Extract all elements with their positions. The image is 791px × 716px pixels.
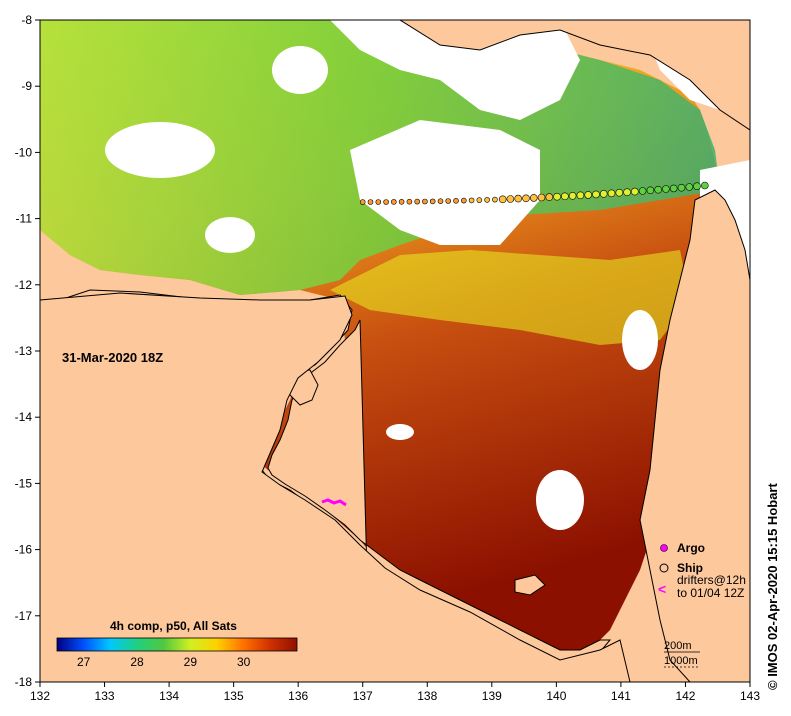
y-tick-label: -10 — [15, 145, 33, 159]
ship-track-point — [422, 198, 428, 205]
ship-track-point — [537, 193, 546, 202]
x-tick-label: 136 — [288, 689, 308, 703]
y-tick-label: -18 — [15, 675, 33, 689]
y-tick-label: -13 — [15, 344, 33, 358]
ship-track-point — [553, 192, 561, 201]
ship-track — [359, 181, 709, 205]
transition-band — [330, 250, 690, 345]
ship-track-point — [638, 187, 647, 195]
drifter-track — [321, 498, 347, 507]
ship-track-point — [460, 197, 467, 204]
ship-track-point — [599, 190, 608, 198]
colorbar-tick-label: 29 — [184, 655, 198, 669]
ship-track-point — [514, 194, 523, 203]
y-tick-label: -12 — [15, 278, 33, 292]
argo-label: Argo — [677, 541, 705, 555]
y-tick-label: -16 — [15, 543, 33, 557]
drifters-line2: to 01/04 12Z — [677, 586, 744, 600]
colorbar-ticks: 27 28 29 30 — [77, 655, 251, 669]
ship-track-point — [677, 183, 686, 192]
ship-track-point — [576, 191, 585, 200]
colorbar-tick-label: 27 — [77, 655, 91, 669]
date-label: 31-Mar-2020 18Z — [62, 350, 163, 365]
x-tick-label: 143 — [740, 689, 760, 703]
ship-track-point — [453, 198, 459, 204]
ship-track-point — [568, 192, 577, 200]
y-tick-label: -14 — [15, 410, 33, 424]
ship-track-point — [398, 199, 405, 205]
ship-track-point — [445, 198, 452, 204]
drifters-line1: drifters@12h — [677, 573, 746, 587]
drifter-marker: < — [658, 581, 666, 597]
ship-track-point — [615, 188, 624, 197]
ship-track-point — [561, 192, 569, 201]
ship-track-point — [592, 190, 600, 199]
ship-track-point — [429, 198, 436, 205]
isobath-1000-label: 1000m — [664, 655, 698, 667]
isobath-200-label: 200m — [664, 640, 692, 652]
ship-track-point — [669, 184, 678, 193]
y-tick-label: -9 — [21, 79, 32, 93]
colorbar-tick-label: 28 — [130, 655, 144, 669]
ship-track-point — [529, 194, 538, 202]
ship-track-point — [506, 195, 515, 203]
ship-track-point — [607, 189, 616, 198]
ship-track-point — [584, 191, 593, 199]
colorbar-tick-label: 30 — [237, 655, 251, 669]
ship-track-point — [383, 199, 389, 205]
y-axis: -8 -9 -10 -11 -12 -13 -14 -15 -16 -17 -18 — [15, 13, 40, 689]
y-tick-label: -15 — [15, 476, 33, 490]
x-tick-label: 135 — [224, 689, 244, 703]
colorbar — [56, 637, 298, 652]
credit-label: © IMOS 02-Apr-2020 15:15 Hobart — [765, 483, 780, 690]
x-tick-label: 133 — [95, 689, 115, 703]
ship-track-point — [484, 197, 490, 203]
x-tick-label: 138 — [417, 689, 437, 703]
colorbar-title: 4h comp, p50, All Sats — [110, 619, 237, 633]
ship-label: Ship — [677, 561, 703, 575]
x-tick-label: 137 — [353, 689, 373, 703]
x-tick-label: 139 — [482, 689, 502, 703]
ship-track-point — [359, 199, 366, 205]
ship-track-point — [623, 188, 631, 196]
ship-track-point — [437, 198, 444, 204]
ship-track-point — [492, 196, 498, 203]
x-tick-label: 141 — [611, 689, 631, 703]
ship-track-point — [685, 183, 694, 191]
ship-track-point — [390, 199, 397, 205]
y-tick-label: -11 — [16, 212, 33, 226]
ship-track-point — [700, 181, 709, 190]
ship-track-point — [693, 182, 701, 190]
ship-track-point — [654, 185, 663, 194]
ship-track-point — [646, 186, 655, 195]
y-tick-label: -8 — [21, 13, 32, 27]
x-tick-label: 140 — [546, 689, 566, 703]
ship-track-point — [545, 193, 554, 201]
ship-track-point — [522, 194, 530, 203]
x-tick-label: 134 — [159, 689, 179, 703]
ship-track-point — [468, 197, 475, 204]
ship-track-point — [662, 185, 670, 193]
ship-track-point — [367, 199, 374, 205]
x-axis: 132 133 134 135 136 137 138 139 140 141 142 143 — [30, 682, 760, 703]
top-end-land — [40, 292, 631, 682]
ship-track-point — [498, 195, 507, 204]
x-tick-label: 142 — [675, 689, 695, 703]
ship-marker — [659, 563, 669, 573]
ship-track-point — [375, 199, 382, 205]
y-tick-label: -17 — [15, 609, 33, 623]
ship-track-point — [630, 187, 639, 196]
ship-track-point — [414, 198, 421, 205]
argo-marker — [660, 544, 668, 552]
x-tick-label: 132 — [30, 689, 50, 703]
ship-track-point — [406, 198, 413, 205]
ship-track-point — [476, 197, 483, 203]
